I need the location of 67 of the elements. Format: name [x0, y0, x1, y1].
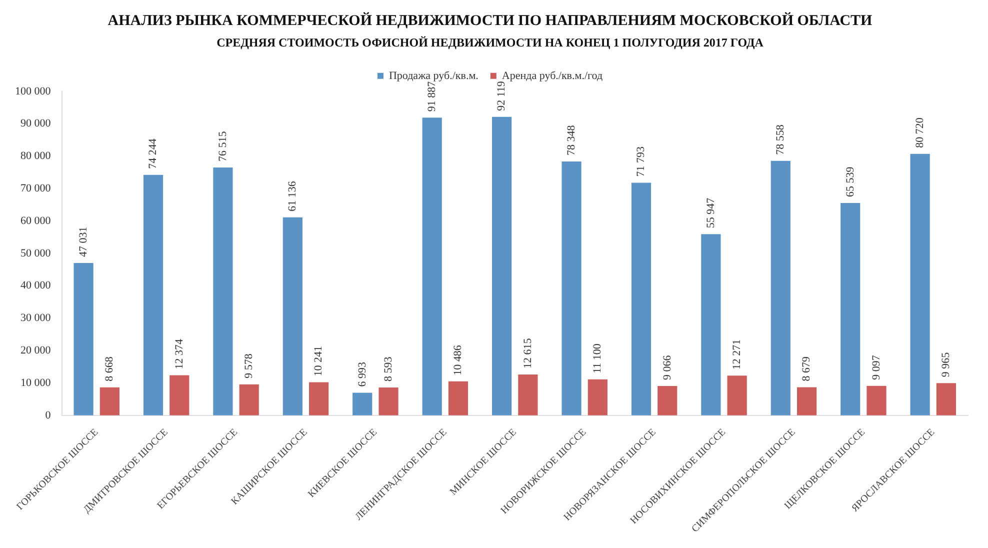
legend-label: Аренда руб./кв.м./год — [502, 70, 603, 82]
bar — [727, 376, 747, 416]
y-tick-label: 70 000 — [20, 182, 52, 194]
data-label: 74 244 — [147, 138, 160, 169]
bar — [352, 392, 372, 416]
y-tick-label: 0 — [45, 409, 52, 422]
data-label: 8 593 — [382, 356, 394, 382]
data-label: 71 793 — [635, 146, 648, 177]
bar — [562, 162, 582, 416]
y-tick-label: 10 000 — [20, 376, 52, 389]
data-label: 12 271 — [730, 339, 743, 370]
legend-label: Продажа руб./кв.м. — [388, 70, 479, 82]
y-tick-label: 40 000 — [20, 280, 52, 292]
bar — [100, 387, 120, 416]
y-tick-label: 80 000 — [20, 150, 52, 162]
bar — [422, 118, 442, 416]
y-tick-label: 50 000 — [20, 247, 52, 260]
data-label: 65 539 — [844, 166, 856, 198]
data-label: 76 515 — [216, 130, 229, 162]
bar — [143, 174, 164, 416]
bar — [170, 375, 190, 416]
bar — [770, 160, 790, 416]
data-label: 9 965 — [940, 352, 952, 378]
data-label: 80 720 — [914, 117, 926, 148]
chart-title: АНАЛИЗ РЫНКА КОММЕРЧЕСКОЙ НЕДВИЖИМОСТИ ПО НАПРАВЛЕНИЯМ МОСКОВСКОЙ ОБЛАСТИ — [108, 12, 873, 29]
data-label: 11 100 — [592, 343, 604, 374]
data-label: 10 241 — [312, 346, 325, 376]
bar — [796, 387, 817, 416]
data-label: 78 558 — [774, 124, 787, 155]
bar — [910, 154, 930, 416]
bar — [866, 386, 886, 416]
y-tick-label: 30 000 — [20, 312, 52, 324]
chart-subtitle: СРЕДНЯЯ СТОИМОСТЬ ОФИСНОЙ НЕДВИЖИМОСТИ НА КОНЕЦ 1 ПОЛУГОДИЯ 2017 ГОДА — [216, 35, 764, 50]
data-label: 92 119 — [496, 80, 508, 111]
data-label: 55 947 — [704, 197, 717, 228]
data-label: 9 097 — [870, 354, 882, 380]
bar — [840, 203, 860, 416]
bar — [658, 386, 678, 416]
bar — [213, 167, 233, 416]
bar — [309, 382, 329, 416]
y-tick-label: 100 000 — [15, 85, 52, 98]
bar — [492, 116, 512, 416]
bar — [936, 383, 956, 416]
data-label: 91 887 — [426, 80, 438, 112]
bar — [282, 217, 302, 416]
y-tick-label: 20 000 — [20, 344, 52, 356]
bar — [518, 374, 538, 416]
y-tick-label: 90 000 — [20, 118, 52, 130]
data-label: 61 136 — [286, 180, 299, 212]
data-label: 12 374 — [173, 338, 186, 370]
bar — [448, 381, 468, 416]
data-label: 12 615 — [522, 338, 534, 369]
data-label: 6 993 — [356, 361, 368, 387]
bar — [588, 379, 608, 416]
bar — [74, 263, 94, 416]
data-label: 9 066 — [661, 354, 674, 380]
data-label: 8 668 — [104, 356, 116, 382]
data-label: 10 486 — [452, 344, 464, 376]
bar — [378, 388, 398, 416]
bar — [701, 234, 721, 416]
data-label: 9 578 — [242, 353, 255, 378]
data-label: 8 679 — [800, 356, 813, 382]
bar — [631, 182, 652, 416]
bar — [239, 384, 259, 416]
data-label: 47 031 — [77, 226, 90, 258]
data-label: 78 348 — [565, 124, 578, 156]
y-tick-label: 60 000 — [20, 214, 52, 227]
